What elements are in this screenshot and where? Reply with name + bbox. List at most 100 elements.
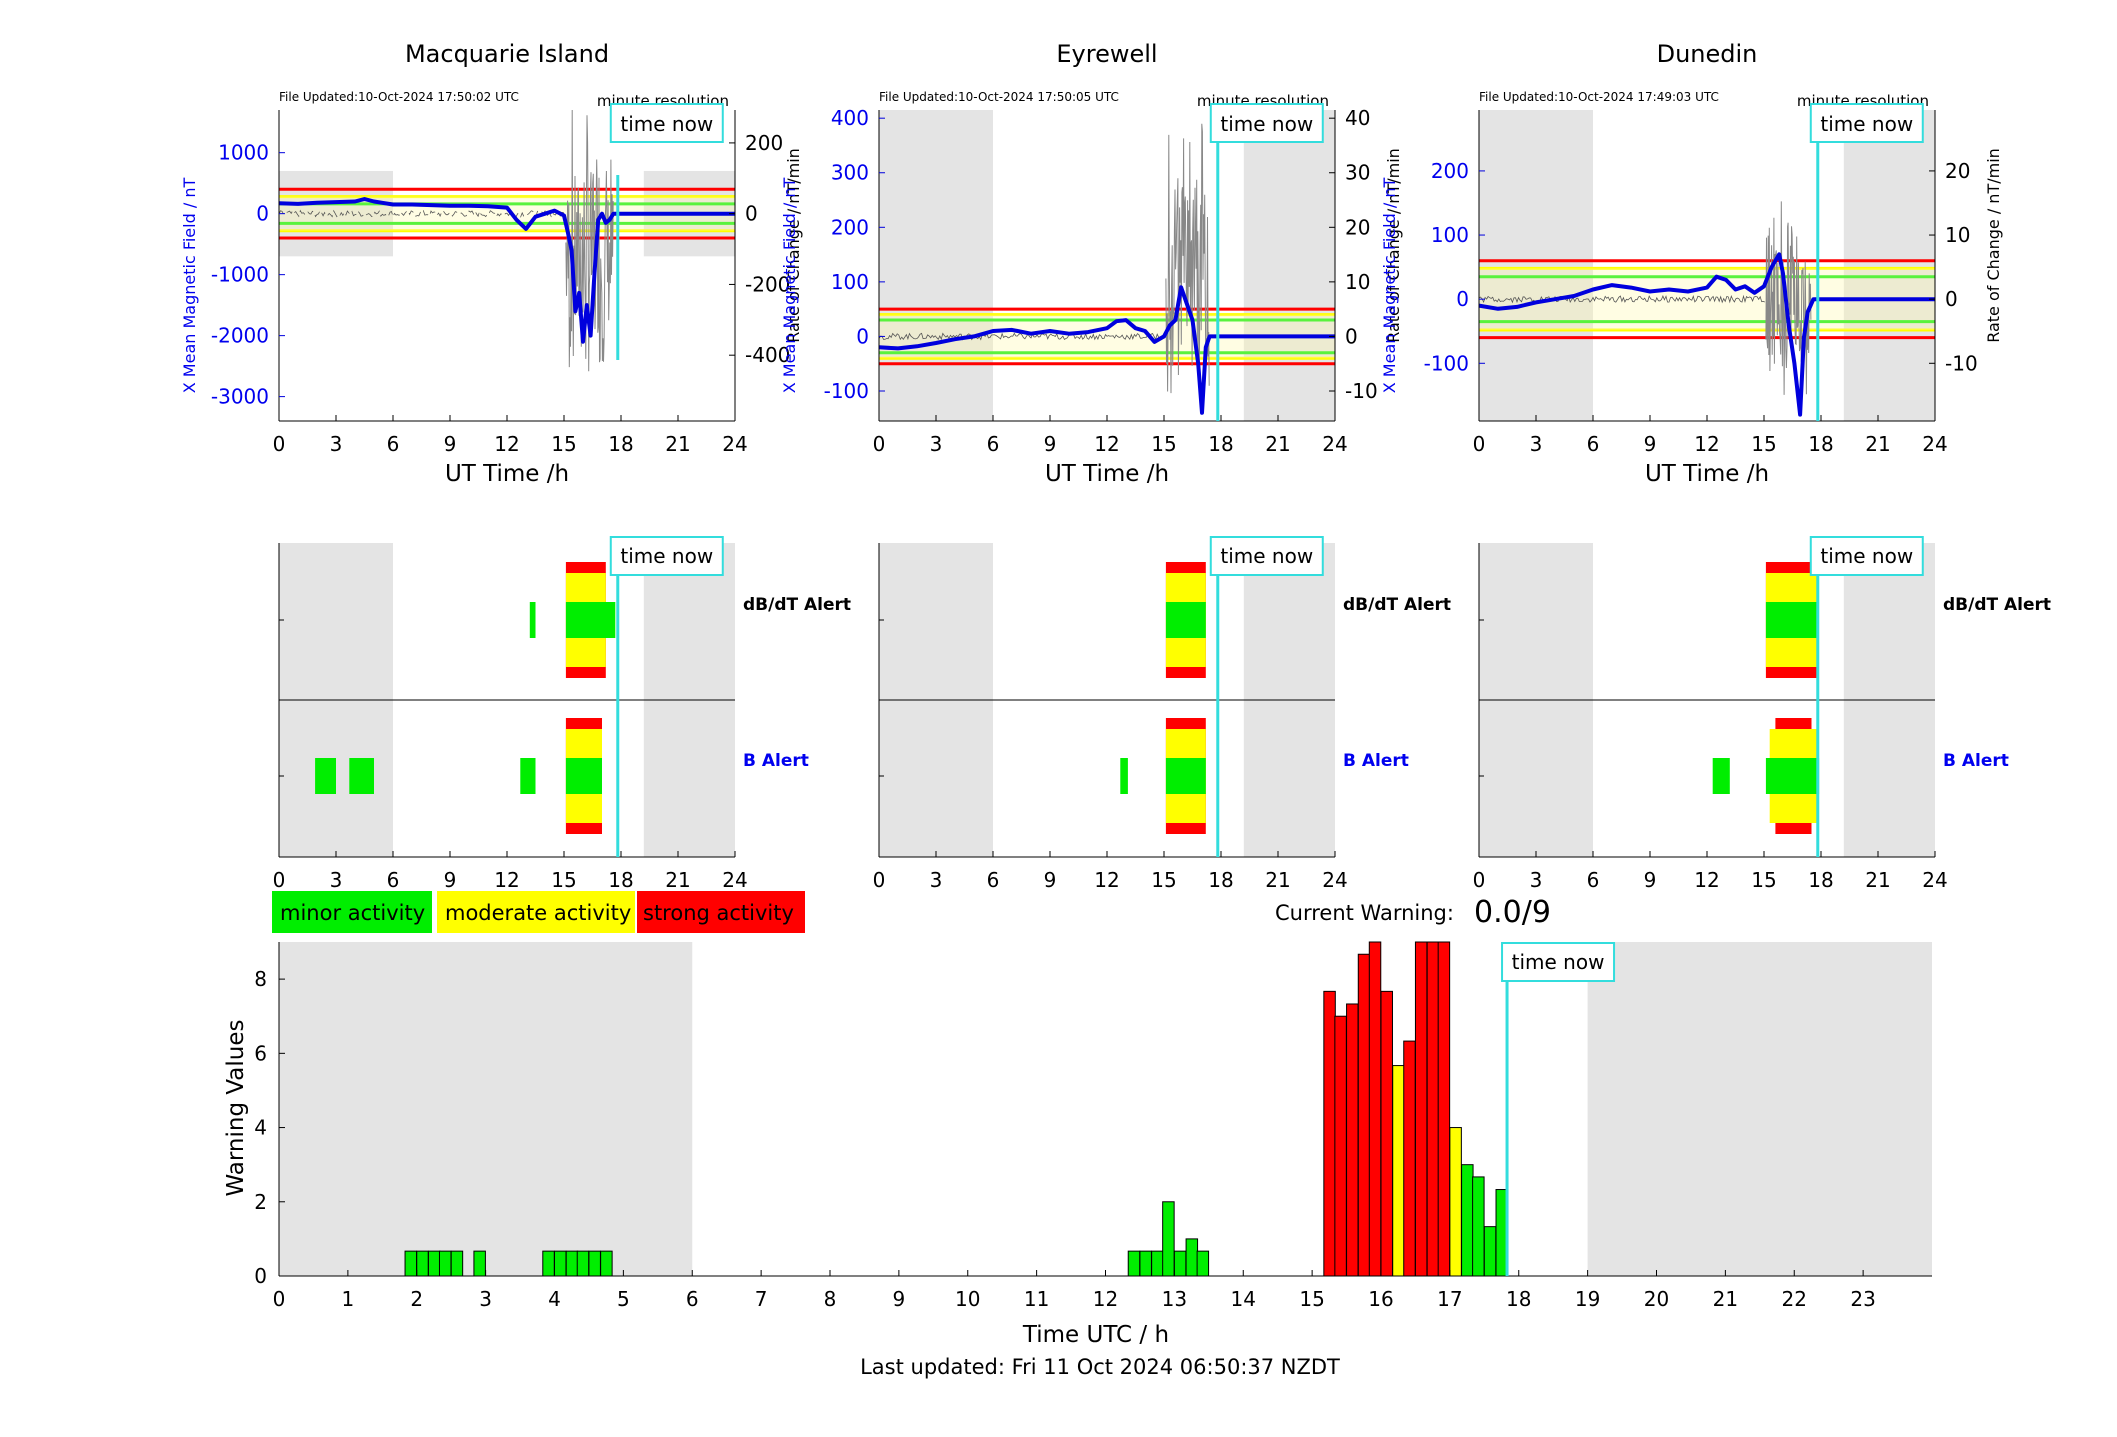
- warning-bar: [1403, 1040, 1416, 1277]
- station-2: Dunedin File Updated:10-Oct-2024 17:49:03…: [1380, 40, 2051, 892]
- b-alert-minor-bar: [1165, 758, 1206, 794]
- time-now-box: [1209, 103, 1324, 143]
- right-tick-label: 0: [1345, 324, 1358, 348]
- x-tick-label: 15: [551, 432, 576, 456]
- left-tick-label: 0: [256, 202, 269, 226]
- alert-x-tick-label: 6: [1587, 868, 1600, 892]
- x-tick-label: 21: [1865, 432, 1890, 456]
- alert-x-tick-label: 24: [1922, 868, 1947, 892]
- b-alert-label: B Alert: [1943, 751, 2009, 771]
- x-tick-label: 18: [608, 432, 633, 456]
- x-tick-label: 0: [1473, 432, 1486, 456]
- warning-y-tick-label: 4: [254, 1116, 267, 1140]
- x-tick-label: 18: [1808, 432, 1833, 456]
- warning-bar: [1368, 941, 1382, 1277]
- time-now-label: time now: [1820, 112, 1913, 136]
- right-tick-label: 40: [1345, 106, 1370, 130]
- x-tick-label: 15: [1151, 432, 1176, 456]
- warning-x-tick-label: 16: [1368, 1287, 1393, 1311]
- warning-x-tick-label: 18: [1506, 1287, 1531, 1311]
- warning-y-tick-label: 6: [254, 1041, 267, 1065]
- dbdt-alert-minor-bar: [1165, 602, 1206, 638]
- alert-x-tick-label: 3: [930, 868, 943, 892]
- warning-bar: [1472, 1176, 1485, 1277]
- rate-of-change-trace: [1765, 201, 1812, 395]
- alert-x-tick-label: 6: [987, 868, 1000, 892]
- warning-y-tick-label: 8: [254, 967, 267, 991]
- night-band: [279, 170, 393, 257]
- left-tick-label: -1000: [211, 263, 269, 287]
- alert-x-tick-label: 24: [1322, 868, 1347, 892]
- alert-x-tick-label: 6: [387, 868, 400, 892]
- station-title: Macquarie Island: [405, 40, 609, 68]
- right-tick-label: 20: [1345, 215, 1370, 239]
- warning-x-tick-label: 22: [1782, 1287, 1807, 1311]
- warning-x-tick-label: 8: [824, 1287, 837, 1311]
- alert-time-now-label: time now: [1820, 544, 1913, 568]
- x-tick-label: 3: [930, 432, 943, 456]
- warning-bar: [1185, 1238, 1199, 1277]
- x-tick-label: 6: [1587, 432, 1600, 456]
- b-alert-minor-bar: [1712, 758, 1730, 794]
- warning-x-tick-label: 7: [755, 1287, 768, 1311]
- left-tick-label: 1000: [218, 141, 269, 165]
- alert-x-tick-label: 24: [722, 868, 747, 892]
- warning-bar: [1392, 1065, 1405, 1277]
- b-alert-label: B Alert: [1343, 751, 1409, 771]
- left-tick-label: 300: [831, 161, 869, 185]
- b-alert-minor-bar: [315, 758, 336, 794]
- activity-legend: minor activity moderate activity strong …: [272, 891, 805, 933]
- alert-x-tick-label: 15: [551, 868, 576, 892]
- x-tick-label: 21: [665, 432, 690, 456]
- current-warning-value: 0.0/9: [1474, 895, 1551, 930]
- b-alert-minor-bar: [1120, 758, 1128, 794]
- x-tick-label: 9: [1044, 432, 1057, 456]
- warning-x-tick-label: 2: [410, 1287, 423, 1311]
- x-tick-label: 12: [494, 432, 519, 456]
- warning-x-tick-label: 5: [617, 1287, 630, 1311]
- alert-time-now-box: [1809, 536, 1924, 576]
- rate-of-change-baseline: [878, 332, 1165, 341]
- warning-bar: [1380, 990, 1393, 1277]
- warning-x-tick-label: 9: [893, 1287, 906, 1311]
- right-tick-label: -400: [745, 343, 790, 367]
- alert-x-tick-label: 15: [1751, 868, 1776, 892]
- rate-of-change-trace: [1165, 123, 1210, 394]
- warning-x-tick-label: 17: [1437, 1287, 1462, 1311]
- x-tick-label: 15: [1751, 432, 1776, 456]
- dbdt-alert-minor-bar: [1765, 602, 1818, 638]
- alert-time-now-label: time now: [1220, 544, 1313, 568]
- alert-x-tick-label: 12: [494, 868, 519, 892]
- time-now-label: time now: [620, 112, 713, 136]
- x-axis-label: UT Time /h: [1045, 461, 1169, 487]
- x-axis-label: UT Time /h: [1645, 461, 1769, 487]
- right-tick-label: -200: [745, 272, 790, 296]
- left-y-label: X Mean Magnetic Field / nT: [1380, 178, 1399, 394]
- left-tick-label: -3000: [211, 385, 269, 409]
- x-tick-label: 18: [1208, 432, 1233, 456]
- dbdt-alert-label: dB/dT Alert: [743, 595, 851, 615]
- warning-y-tick-label: 0: [254, 1264, 267, 1288]
- alert-x-tick-label: 21: [1865, 868, 1890, 892]
- warning-y-tick-label: 2: [254, 1190, 267, 1214]
- warning-x-tick-label: 4: [548, 1287, 561, 1311]
- file-updated: File Updated:10-Oct-2024 17:49:03 UTC: [1479, 90, 1719, 104]
- alert-x-tick-label: 12: [1694, 868, 1719, 892]
- warning-bar: [554, 1250, 567, 1277]
- warning-night-band: [279, 942, 693, 1276]
- right-y-label: Rate of Change / nT/min: [784, 148, 803, 343]
- warning-bar: [576, 1250, 590, 1277]
- warning-x-tick-label: 23: [1850, 1287, 1875, 1311]
- left-tick-label: 200: [831, 215, 869, 239]
- warning-bar: [416, 1250, 429, 1277]
- warning-x-tick-label: 21: [1713, 1287, 1738, 1311]
- legend-strong-label: strong activity: [643, 901, 794, 925]
- warning-x-tick-label: 1: [342, 1287, 355, 1311]
- warning-bar: [427, 1250, 441, 1277]
- right-tick-label: 200: [745, 131, 783, 155]
- mean-field-line: [278, 197, 735, 344]
- right-tick-label: 10: [1345, 270, 1370, 294]
- x-axis-label: UT Time /h: [445, 461, 569, 487]
